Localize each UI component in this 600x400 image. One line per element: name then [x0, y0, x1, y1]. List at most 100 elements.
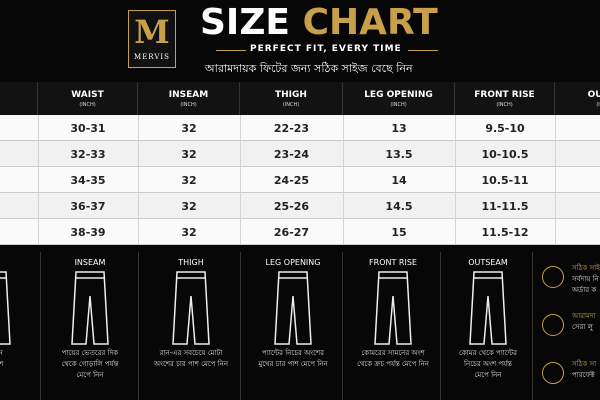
cell-divider: [455, 115, 456, 141]
column-header: LEG OPENING (INCH): [343, 82, 455, 115]
cell-divider: [555, 167, 556, 193]
cell-divider: [240, 219, 241, 245]
cell-divider: [343, 167, 344, 193]
column-header: THIGH (INCH): [240, 82, 343, 115]
guide-text: পায়ের ভেতরের দিক: [61, 349, 119, 357]
logo-box: M MERVIS: [128, 10, 176, 68]
guide-panel: FRONT RISE কোমরের সামনের অংশ থেকে ক্রচ পর্…: [346, 252, 441, 400]
header-row: [0, 82, 600, 115]
note-icon: [542, 266, 564, 288]
column-unit: (INCH): [596, 101, 600, 108]
cell-divider: [38, 141, 39, 167]
cell-divider: [555, 115, 556, 141]
table-cell: 15: [391, 225, 407, 239]
table-row: [0, 115, 600, 141]
guide-panel: INSEAM পায়ের ভেতরের দিক থেকে গোড়ালি পর্য…: [42, 252, 139, 400]
notes-panel: সঠিক সাই সর্বদায় নি অর্ডার ক আরামদা সেরা লু…: [534, 252, 600, 400]
table-cell: 32-33: [70, 147, 106, 161]
table-cell: 13.5: [385, 147, 413, 161]
table-cell: 22-23: [273, 121, 310, 135]
table-cell: 34-35: [70, 173, 106, 187]
pants-outline: [274, 271, 312, 345]
table-cell: 26-27: [273, 225, 310, 239]
cell-divider: [343, 141, 344, 167]
cell-divider: [38, 115, 39, 141]
table-cell: 13: [391, 121, 407, 135]
table-cell: 32: [181, 199, 197, 213]
column-unit: (INCH): [282, 101, 300, 108]
guide-text: মেপে নিন: [474, 371, 502, 379]
table-cell: 11-11.5: [481, 199, 529, 213]
column-unit: (INCH): [390, 101, 407, 108]
column-unit: (INCH): [79, 101, 96, 108]
note-icon: [542, 314, 564, 336]
guide-text: থেকে ক্রচ পর্যন্ত মেপে নিন: [357, 360, 429, 368]
tagline: PERFECT FIT, EVERY TIME: [250, 44, 402, 54]
guide-text: চার পাশ: [0, 360, 4, 368]
table-cell: 36-37: [70, 199, 106, 213]
cell-divider: [455, 141, 456, 167]
pants-outline: [172, 271, 210, 345]
cell-divider: [240, 141, 241, 167]
pants-outline: [0, 271, 11, 345]
guide-icon: [444, 270, 532, 350]
column-unit: (INCH): [496, 101, 513, 108]
guide-icon: [346, 270, 440, 350]
guide-title: OUTSEAM: [468, 258, 508, 267]
guide-text: মেপে নিন: [76, 371, 104, 379]
rule: [216, 50, 246, 52]
column-unit: (INCH): [180, 101, 197, 108]
column-name: FRONT RISE: [474, 89, 535, 100]
table-cell: 32: [181, 173, 197, 187]
guide-panel: OUTSEAM কোমর থেকে প্যান্টের নিচের অংশ পর্য…: [444, 252, 533, 400]
cell-divider: [38, 193, 39, 219]
pants-outline: [374, 271, 412, 345]
table-cell: 4: [555, 193, 600, 219]
subtitle: আরামদায়ক ফিটের জন্য সঠিক সাইজ বেছে নিন: [205, 62, 413, 75]
guide-text: ট পরেন: [0, 349, 3, 357]
guide-panel: THIGH রান-এর সবচেয়ে মোটা অংশের চার পাশ মে…: [142, 252, 241, 400]
cell-divider: [455, 167, 456, 193]
column-name: LEG OPENING: [364, 89, 433, 100]
title: SIZE CHART: [200, 2, 438, 43]
cell-divider: [138, 219, 139, 245]
table-row: [0, 219, 600, 245]
column-header: FRONT RISE (INCH): [455, 82, 555, 115]
note-text: আরামদা: [572, 312, 596, 320]
cell-divider: [240, 115, 241, 141]
table-row: [0, 141, 600, 167]
note-text: অর্ডার ক: [572, 286, 597, 294]
column-name: OUTSE: [587, 89, 600, 100]
column-name: INSEAM: [168, 89, 209, 100]
table-cell: 14.5: [385, 199, 413, 213]
table-cell: 32: [181, 225, 197, 239]
guide-text: রান-এর সবচেয়ে মোটা: [159, 349, 223, 357]
pants-icon: [0, 271, 11, 345]
cell-divider: [38, 167, 39, 193]
guide-panel: LEG OPENING প্যান্টের নিচের অংশের মুখের চা…: [244, 252, 343, 400]
pants-icon: [374, 271, 412, 345]
note-text: সঠিক সা: [572, 360, 597, 368]
table-cell: 32: [181, 121, 197, 135]
cell-divider: [343, 193, 344, 219]
size-table: EWAIST(INCH)INSEAM(INCH)THIGH(INCH)LEG O…: [0, 82, 600, 245]
cell-divider: [455, 193, 456, 219]
note-text: সর্বদায় নি: [572, 275, 599, 283]
note-icon: [542, 362, 564, 384]
column-name: THIGH: [275, 89, 307, 100]
cell-divider: [343, 219, 344, 245]
table-cell: 4: [555, 141, 600, 167]
table-cell: 10-10.5: [481, 147, 529, 161]
guide-text: থেকে গোড়ালি পর্যন্ত: [61, 360, 119, 368]
guide-text: কোমর থেকে প্যান্টের: [458, 349, 518, 357]
rule: [408, 50, 438, 51]
guide-text: মুখের চার পাশ মেপে নিন: [258, 360, 328, 368]
brand: MERVIS: [134, 53, 170, 61]
pants-icon: [274, 271, 312, 345]
guide-icon: [142, 270, 240, 350]
guide-title: ST: [0, 258, 40, 267]
table-cell: 9.5-10: [485, 121, 525, 135]
table-cell: 30-31: [70, 121, 106, 135]
title-word: CHART: [302, 2, 438, 43]
